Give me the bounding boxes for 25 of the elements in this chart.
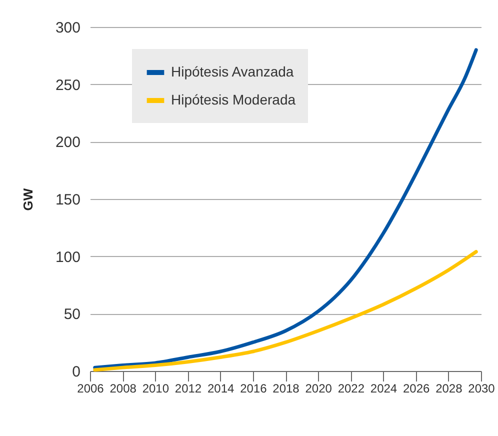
x-tick-label: 2028 bbox=[436, 382, 463, 396]
y-tick-label: 0 bbox=[72, 364, 80, 380]
x-tick-label: 2006 bbox=[77, 382, 104, 396]
y-axis-title: GW bbox=[20, 188, 36, 211]
x-tick-label: 2022 bbox=[338, 382, 365, 396]
x-tick-label: 2030 bbox=[468, 382, 496, 396]
line-series bbox=[93, 48, 478, 370]
x-tick-label: 2010 bbox=[142, 382, 170, 396]
x-tick-label: 2020 bbox=[305, 382, 332, 396]
x-tick-label: 2026 bbox=[402, 382, 430, 396]
x-tick-label: 2024 bbox=[370, 382, 398, 396]
y-tick-label: 300 bbox=[55, 20, 80, 36]
line-series bbox=[93, 250, 478, 372]
x-tick-label: 2018 bbox=[272, 382, 300, 396]
y-tick-label: 150 bbox=[55, 192, 80, 208]
x-tick-label: 2012 bbox=[174, 382, 202, 396]
y-tick-label: 200 bbox=[55, 134, 80, 152]
y-tick-label: 250 bbox=[55, 76, 80, 94]
legend-label: Hipótesis Moderada bbox=[171, 92, 296, 108]
y-tick-label: 50 bbox=[64, 306, 80, 324]
x-tick-label: 2014 bbox=[207, 382, 235, 396]
x-tick-label: 2016 bbox=[240, 382, 268, 396]
legend-label: Hipótesis Avanzada bbox=[171, 64, 294, 80]
x-tick-label: 2008 bbox=[110, 382, 137, 396]
y-tick-label: 100 bbox=[55, 248, 80, 266]
